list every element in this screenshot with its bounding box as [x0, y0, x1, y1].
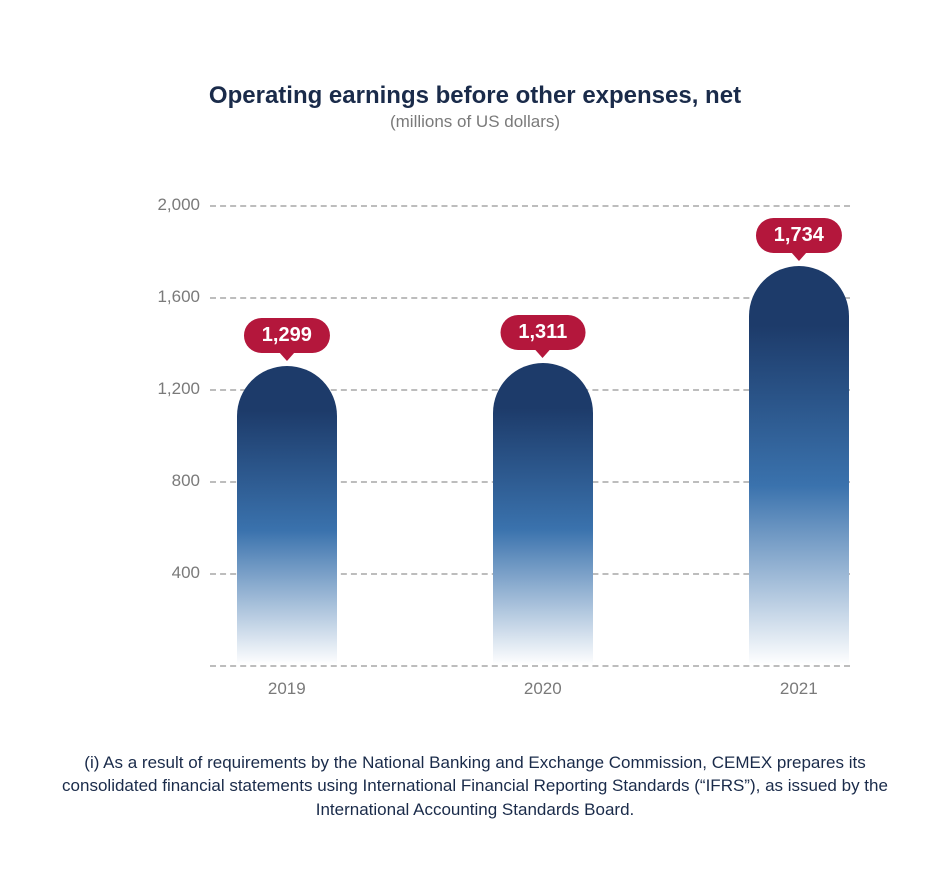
y-axis-tick-label: 1,600 — [140, 287, 200, 307]
x-axis-tick-label: 2021 — [780, 679, 818, 699]
y-axis-tick-label: 1,200 — [140, 379, 200, 399]
bar — [237, 366, 337, 665]
bar — [749, 266, 849, 665]
bar — [493, 363, 593, 665]
chart-subtitle: (millions of US dollars) — [0, 112, 950, 132]
footnote-text: (i) As a result of requirements by the N… — [60, 751, 890, 822]
y-axis-tick-label: 400 — [140, 563, 200, 583]
value-bubble: 1,734 — [756, 218, 842, 253]
gridline — [210, 665, 850, 667]
value-bubble: 1,311 — [500, 315, 585, 350]
value-bubble: 1,299 — [244, 318, 330, 353]
x-axis-tick-label: 2020 — [524, 679, 562, 699]
y-axis-tick-label: 800 — [140, 471, 200, 491]
chart-area: 4008001,2001,6002,0001,29920191,31120201… — [150, 205, 850, 690]
title-block: Operating earnings before other expenses… — [0, 0, 950, 132]
chart-title: Operating earnings before other expenses… — [0, 82, 950, 110]
x-axis-tick-label: 2019 — [268, 679, 306, 699]
gridline — [210, 205, 850, 207]
y-axis-tick-label: 2,000 — [140, 195, 200, 215]
